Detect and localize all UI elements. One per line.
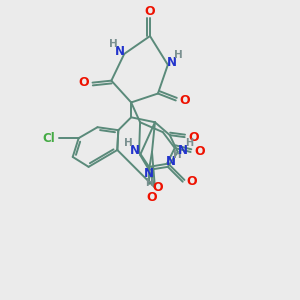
Text: O: O <box>147 191 157 204</box>
Text: O: O <box>188 130 199 144</box>
Text: O: O <box>186 175 197 188</box>
Text: N: N <box>130 143 140 157</box>
Text: O: O <box>194 146 205 158</box>
Text: H: H <box>145 178 153 188</box>
Text: O: O <box>145 5 155 18</box>
Text: H: H <box>173 150 182 160</box>
Text: H: H <box>124 138 133 148</box>
Text: O: O <box>153 181 163 194</box>
Text: H: H <box>174 50 183 60</box>
Text: H: H <box>109 39 118 49</box>
Text: O: O <box>179 94 190 107</box>
Text: N: N <box>144 167 154 180</box>
Text: N: N <box>115 45 125 58</box>
Text: N: N <box>167 56 177 69</box>
Text: Cl: Cl <box>43 132 55 145</box>
Text: H: H <box>186 138 194 148</box>
Text: O: O <box>78 76 89 89</box>
Text: N: N <box>178 143 188 157</box>
Text: N: N <box>166 155 176 168</box>
